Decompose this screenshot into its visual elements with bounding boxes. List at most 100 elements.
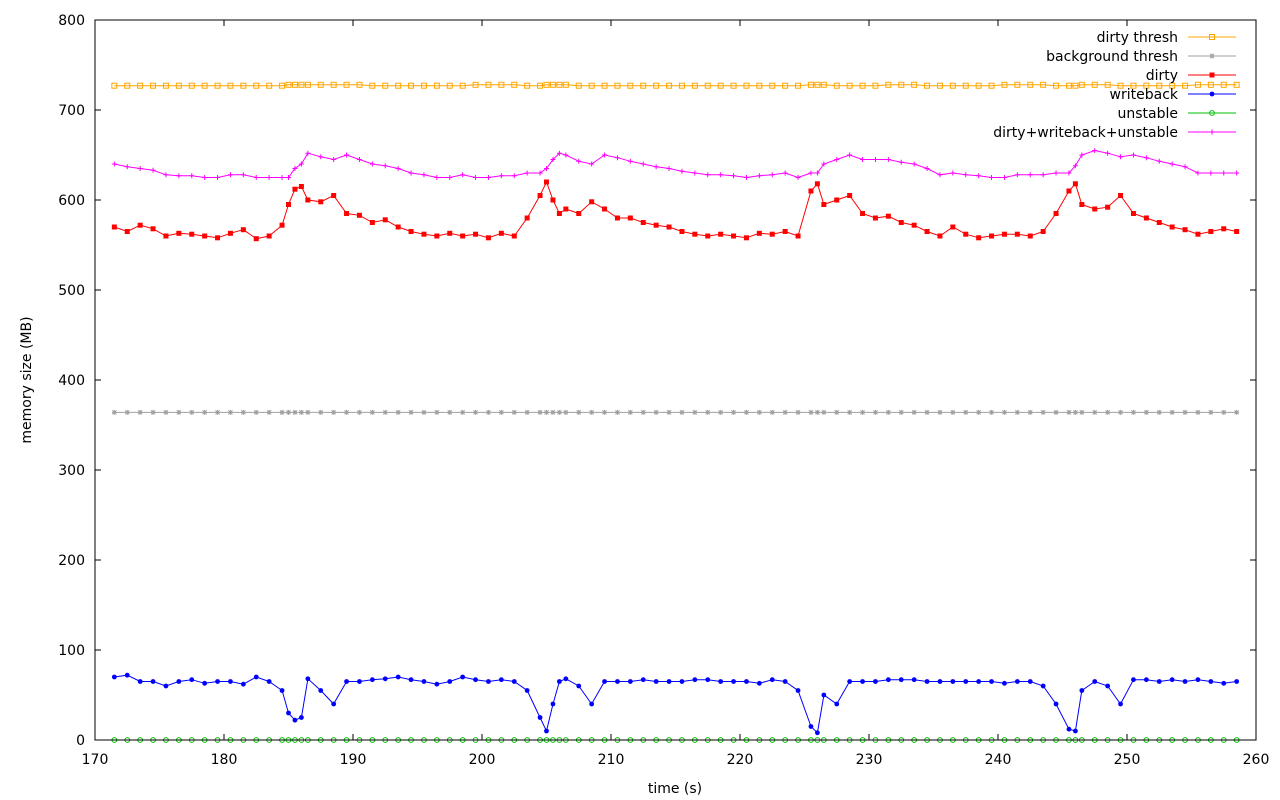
data-point-background-thresh: [692, 409, 698, 415]
data-point-dirty-thresh: [459, 82, 466, 89]
data-point-writeback: [228, 679, 233, 684]
data-point-background-thresh: [1053, 409, 1059, 415]
series-line-dirty-writeback-unstable: [114, 149, 1237, 179]
data-point-background-thresh: [898, 409, 904, 415]
data-point-background-thresh: [1156, 409, 1162, 415]
data-point-dirty: [1072, 181, 1078, 187]
y-tick-label: 300: [58, 463, 85, 479]
data-point-writeback: [1014, 679, 1020, 684]
data-point-dirty-thresh: [601, 82, 608, 89]
data-point-dirty: [1001, 231, 1007, 237]
data-point-writeback: [815, 730, 820, 736]
x-tick-label: 250: [1114, 752, 1141, 768]
data-point-dirty-writeback-unstable: [550, 157, 556, 162]
data-point-dirty-thresh: [756, 82, 763, 89]
data-point-dirty: [963, 231, 969, 237]
data-point-dirty-thresh: [717, 82, 724, 89]
data-point-dirty-writeback-unstable: [124, 164, 130, 170]
data-point-dirty-writeback-unstable: [215, 175, 221, 180]
data-point-dirty: [556, 211, 562, 216]
data-point-writeback: [666, 679, 672, 684]
data-point-dirty-thresh: [433, 82, 440, 89]
data-point-dirty: [473, 231, 479, 237]
data-point-dirty-thresh: [988, 82, 995, 89]
data-point-background-thresh: [885, 409, 891, 415]
data-point-background-thresh: [705, 409, 711, 415]
data-point-background-thresh: [1182, 409, 1188, 415]
data-point-dirty-writeback-unstable: [1208, 170, 1214, 176]
data-point-dirty: [447, 230, 453, 236]
data-point-background-thresh: [286, 409, 291, 415]
x-tick-label: 180: [211, 752, 238, 768]
data-point-dirty: [1118, 193, 1124, 198]
data-point-background-thresh: [550, 409, 556, 415]
legend-label: unstable: [1118, 106, 1179, 122]
data-point-writeback: [189, 677, 195, 683]
data-point-dirty: [563, 206, 569, 212]
data-point-dirty-thresh: [1117, 82, 1124, 89]
data-point-dirty: [1221, 226, 1227, 232]
data-point-dirty-writeback-unstable: [989, 175, 995, 180]
data-point-dirty: [298, 184, 304, 189]
data-point-background-thresh: [847, 409, 853, 415]
data-point-background-thresh: [556, 409, 562, 415]
data-point-dirty-thresh: [1169, 82, 1176, 89]
data-point-dirty-thresh: [575, 82, 582, 89]
data-point-writeback: [756, 680, 762, 686]
data-point-writeback: [1027, 679, 1033, 684]
data-point-background-thresh: [356, 409, 362, 415]
data-point-dirty: [692, 231, 698, 237]
data-point-dirty-thresh: [859, 82, 866, 89]
data-point-writeback: [1053, 701, 1059, 707]
data-point-dirty-writeback-unstable: [924, 166, 930, 171]
data-point-writeback: [576, 683, 582, 689]
data-point-background-thresh: [1143, 409, 1149, 415]
y-tick-label: 800: [58, 13, 85, 29]
data-point-dirty: [524, 215, 530, 221]
data-point-dirty: [731, 233, 737, 239]
data-point-dirty-writeback-unstable: [602, 152, 608, 158]
data-point-background-thresh: [1221, 409, 1227, 415]
data-point-dirty: [640, 220, 646, 225]
data-point-dirty-thresh: [704, 82, 711, 89]
data-point-background-thresh: [240, 409, 246, 415]
series-background-thresh: [111, 409, 1240, 415]
data-point-dirty-writeback-unstable: [1066, 170, 1072, 176]
data-point-writeback: [292, 717, 298, 723]
data-point-background-thresh: [1079, 409, 1085, 415]
data-point-dirty: [318, 199, 324, 205]
data-point-writeback: [434, 681, 440, 687]
data-point-dirty-writeback-unstable: [511, 173, 517, 179]
data-point-dirty-thresh: [253, 82, 260, 89]
data-point-dirty: [653, 222, 659, 228]
data-point-dirty-thresh: [1027, 81, 1034, 88]
data-point-dirty: [356, 212, 362, 218]
data-point-dirty-writeback-unstable: [240, 172, 246, 178]
data-point-dirty-writeback-unstable: [473, 175, 479, 180]
data-point-dirty-thresh: [782, 82, 789, 89]
data-point-writeback: [976, 679, 982, 684]
legend-label: writeback: [1110, 87, 1179, 103]
y-tick-label: 700: [58, 103, 85, 119]
data-point-background-thresh: [331, 409, 337, 415]
data-point-background-thresh: [1105, 409, 1111, 415]
data-point-background-thresh: [395, 409, 401, 415]
data-point-dirty-thresh: [814, 81, 821, 88]
data-point-background-thresh: [434, 409, 440, 415]
y-tick-label: 500: [58, 283, 85, 299]
data-point-writeback: [1131, 677, 1136, 683]
data-point-dirty-writeback-unstable: [434, 175, 440, 180]
x-tick-label: 170: [82, 752, 109, 768]
data-point-writeback: [1143, 677, 1149, 683]
data-point-writeback: [769, 677, 775, 683]
legend-marker: [1209, 91, 1215, 97]
data-point-dirty: [279, 222, 285, 228]
data-point-dirty: [743, 235, 749, 241]
data-point-dirty-writeback-unstable: [556, 150, 562, 156]
data-point-dirty-thresh: [820, 81, 827, 88]
data-point-dirty-writeback-unstable: [808, 170, 814, 176]
data-point-dirty-thresh: [1143, 82, 1150, 89]
data-point-dirty-thresh: [227, 82, 234, 89]
data-point-dirty-thresh: [356, 81, 363, 88]
data-point-writeback: [486, 679, 491, 684]
